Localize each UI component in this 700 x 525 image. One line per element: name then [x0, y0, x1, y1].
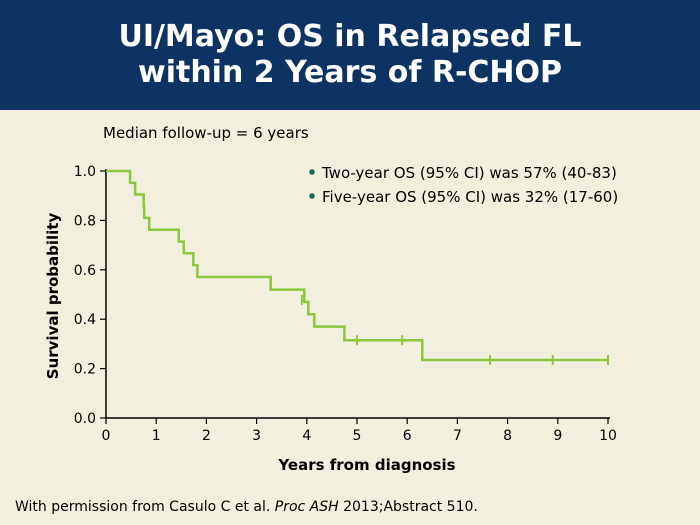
- title-banner: UI/Mayo: OS in Relapsed FL within 2 Year…: [0, 0, 700, 110]
- x-tick-label: 8: [503, 428, 512, 444]
- citation-footer: With permission from Casulo C et al. Pro…: [15, 499, 478, 515]
- slide-title-line-1: UI/Mayo: OS in Relapsed FL: [118, 19, 582, 54]
- x-tick-label: 2: [202, 428, 211, 444]
- x-tick-label: 4: [302, 428, 311, 444]
- annotation-bullet: [309, 193, 315, 199]
- citation-suffix: 2013;Abstract 510.: [338, 499, 478, 515]
- y-tick-label: 0.6: [74, 263, 96, 279]
- slide-title-line-2: within 2 Years of R-CHOP: [137, 55, 563, 90]
- x-tick-label: 5: [353, 428, 362, 444]
- x-tick-label: 1: [152, 428, 161, 444]
- y-tick-label: 0.0: [74, 411, 96, 427]
- y-axis-label: Survival probability: [44, 213, 62, 380]
- y-tick-label: 0.8: [74, 213, 96, 229]
- y-tick-label: 1.0: [74, 164, 96, 180]
- median-followup-note: Median follow-up = 6 years: [103, 124, 309, 142]
- x-axis-label: Years from diagnosis: [277, 456, 455, 474]
- x-tick-label: 7: [453, 428, 462, 444]
- x-tick-label: 10: [599, 428, 617, 444]
- annotation-bullet: [309, 169, 315, 175]
- x-tick-label: 3: [252, 428, 261, 444]
- survival-curve: [106, 169, 608, 362]
- citation-journal: Proc ASH: [274, 499, 339, 515]
- y-tick-label: 0.4: [74, 312, 96, 328]
- y-tick-label: 0.2: [74, 362, 96, 378]
- annotation-text: Two-year OS (95% CI) was 57% (40-83): [321, 164, 617, 182]
- x-tick-label: 0: [102, 428, 111, 444]
- x-tick-label: 9: [553, 428, 562, 444]
- citation-prefix: With permission from Casulo C et al.: [15, 499, 275, 515]
- annotation-text: Five-year OS (95% CI) was 32% (17-60): [322, 188, 618, 206]
- x-tick-label: 6: [403, 428, 412, 444]
